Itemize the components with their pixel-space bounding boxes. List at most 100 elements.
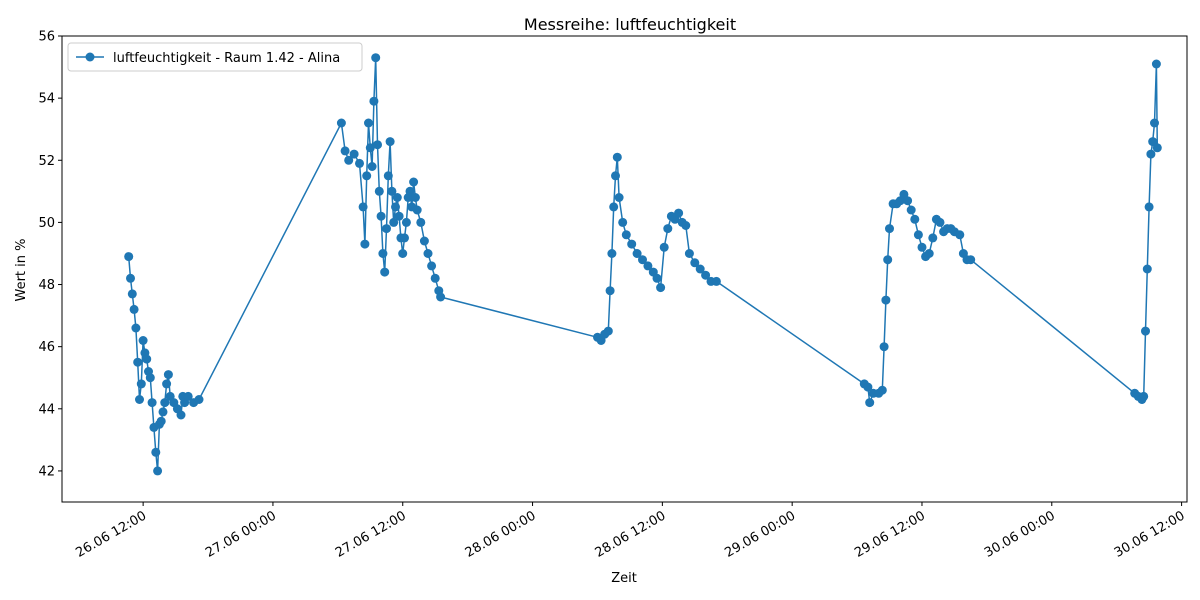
data-point <box>638 255 647 265</box>
data-point <box>183 391 193 401</box>
data-point <box>609 202 619 212</box>
data-point <box>135 395 144 404</box>
data-point <box>681 221 691 230</box>
data-point <box>127 289 137 299</box>
data-point <box>1152 143 1162 153</box>
data-point <box>632 249 642 258</box>
data-point <box>674 208 684 218</box>
legend-marker <box>85 52 95 62</box>
y-tick-label: 42 <box>38 464 55 479</box>
data-point <box>659 242 669 252</box>
data-point <box>605 286 615 296</box>
data-point <box>374 186 384 196</box>
data-point <box>614 193 624 202</box>
data-point <box>401 217 411 227</box>
plot-area <box>124 53 1162 476</box>
data-point <box>1146 149 1156 159</box>
data-point <box>690 258 700 268</box>
data-point <box>684 249 694 258</box>
data-point <box>378 249 388 258</box>
data-point <box>611 171 620 181</box>
data-point <box>147 398 157 408</box>
data-point <box>367 162 377 171</box>
data-point <box>131 323 141 333</box>
data-point <box>349 149 359 159</box>
data-point <box>385 137 395 147</box>
data-point <box>392 193 402 202</box>
data-point <box>652 273 662 283</box>
data-point <box>153 466 163 476</box>
data-point <box>400 233 409 243</box>
data-point <box>373 140 382 150</box>
data-point <box>124 252 134 262</box>
data-point <box>410 193 420 202</box>
data-point <box>910 214 920 224</box>
data-point <box>365 143 375 153</box>
data-point <box>917 242 927 252</box>
data-point <box>340 146 350 156</box>
data-point <box>906 205 916 215</box>
data-point <box>627 239 637 249</box>
chart-title: Messreihe: luftfeuchtigkeit <box>524 15 736 34</box>
data-point <box>158 407 168 417</box>
data-point <box>163 370 173 380</box>
data-point <box>436 292 446 302</box>
data-point <box>607 249 617 258</box>
data-point <box>176 410 186 420</box>
data-point <box>136 379 146 389</box>
data-point <box>1139 391 1149 401</box>
data-point <box>362 171 372 181</box>
data-point <box>643 261 653 271</box>
y-tick-label: 50 <box>38 216 55 231</box>
data-point <box>612 152 622 162</box>
y-tick-label: 48 <box>38 278 55 293</box>
y-tick-label: 52 <box>38 154 55 169</box>
data-point <box>924 249 934 258</box>
data-point <box>369 96 379 106</box>
data-point <box>877 385 887 395</box>
data-point <box>409 177 419 187</box>
y-axis: 42 44 46 48 50 52 54 56 <box>38 30 62 479</box>
data-point <box>419 236 429 246</box>
data-point <box>881 295 891 305</box>
data-point <box>885 224 894 234</box>
data-point <box>133 357 143 367</box>
data-point <box>355 158 364 168</box>
data-point <box>863 382 873 392</box>
y-tick-label: 44 <box>38 402 55 417</box>
data-point <box>126 273 135 283</box>
data-point <box>618 217 628 227</box>
data-point <box>389 217 399 227</box>
data-point <box>364 118 373 128</box>
data-point <box>955 230 965 240</box>
y-tick-label: 56 <box>38 30 55 45</box>
data-point <box>1142 264 1152 274</box>
data-point <box>416 217 426 227</box>
data-point <box>156 416 166 426</box>
data-point <box>903 196 913 206</box>
data-point <box>391 202 400 212</box>
data-point <box>701 270 711 280</box>
data-point <box>1148 137 1158 147</box>
data-point <box>711 276 721 286</box>
data-point <box>380 267 390 277</box>
axes-frame <box>61 35 1188 503</box>
data-point <box>358 202 368 212</box>
data-point <box>1150 118 1159 128</box>
data-point <box>336 118 346 128</box>
data-point <box>344 155 354 165</box>
data-point <box>162 379 172 389</box>
data-point <box>382 224 391 234</box>
data-point <box>387 186 397 196</box>
legend-box <box>67 42 363 72</box>
data-point <box>621 230 631 240</box>
legend-label: luftfeuchtigkeit - Raum 1.42 - Alina <box>113 51 340 66</box>
data-point <box>603 326 613 336</box>
data-point <box>935 217 945 227</box>
data-point <box>695 264 705 274</box>
data-point <box>142 354 152 364</box>
data-point <box>913 230 923 240</box>
y-axis-label: Wert in % <box>14 238 29 301</box>
